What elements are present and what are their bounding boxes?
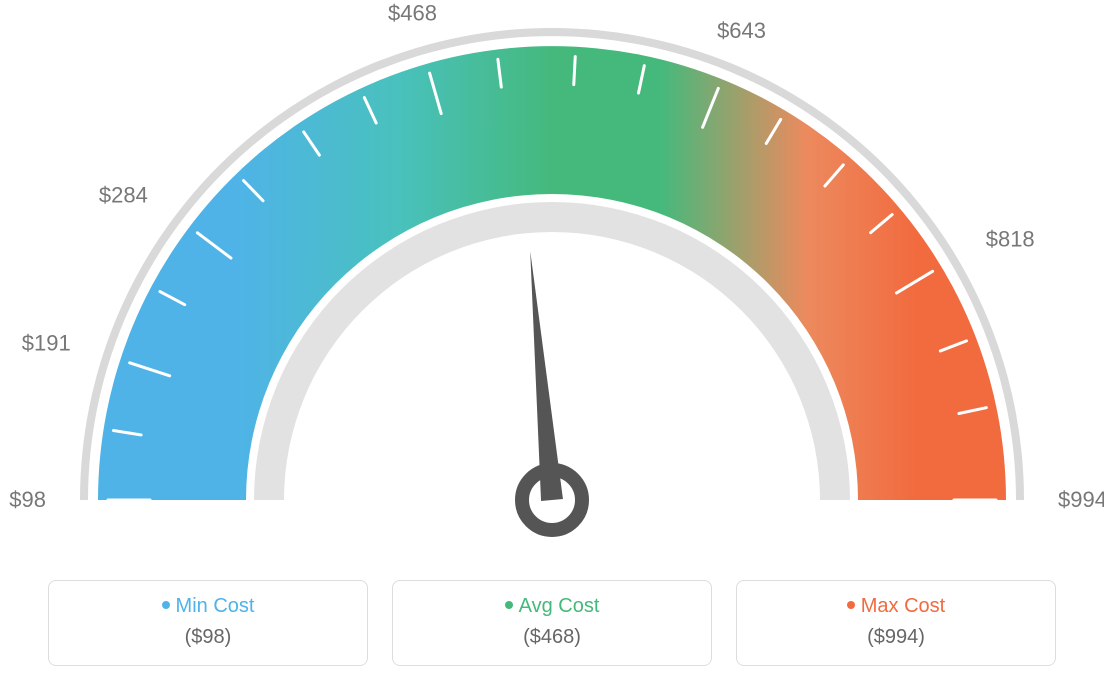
legend-card-avg: Avg Cost ($468) [392, 580, 712, 666]
legend-label-min: Min Cost [176, 595, 255, 617]
legend-dot-min [162, 601, 170, 609]
legend-card-min: Min Cost ($98) [48, 580, 368, 666]
legend-dot-avg [505, 601, 513, 609]
legend-value-avg: ($468) [403, 626, 701, 649]
gauge-tick-label: $191 [22, 331, 71, 356]
legend-value-min: ($98) [59, 626, 357, 649]
cost-gauge: $98 $191 $284 $468 $643 $818 $994 [0, 0, 1104, 560]
legend-title-avg: Avg Cost [403, 595, 701, 618]
legend-label-max: Max Cost [861, 595, 945, 617]
legend-title-max: Max Cost [747, 595, 1045, 618]
legend-label-avg: Avg Cost [519, 595, 600, 617]
legend-dot-max [847, 601, 855, 609]
gauge-tick-label: $643 [717, 18, 766, 43]
gauge-tick-label: $818 [986, 226, 1035, 251]
gauge-tick [574, 57, 575, 85]
legend-title-min: Min Cost [59, 595, 357, 618]
gauge-tick-label: $994 [1058, 487, 1104, 512]
gauge-tick-label: $468 [388, 1, 437, 26]
legend-card-max: Max Cost ($994) [736, 580, 1056, 666]
gauge-svg: $98 $191 $284 $468 $643 $818 $994 [0, 0, 1104, 560]
legend-value-max: ($994) [747, 626, 1045, 649]
legend-row: Min Cost ($98) Avg Cost ($468) Max Cost … [0, 580, 1104, 666]
gauge-tick-label: $98 [9, 487, 46, 512]
gauge-tick-label: $284 [99, 182, 148, 207]
